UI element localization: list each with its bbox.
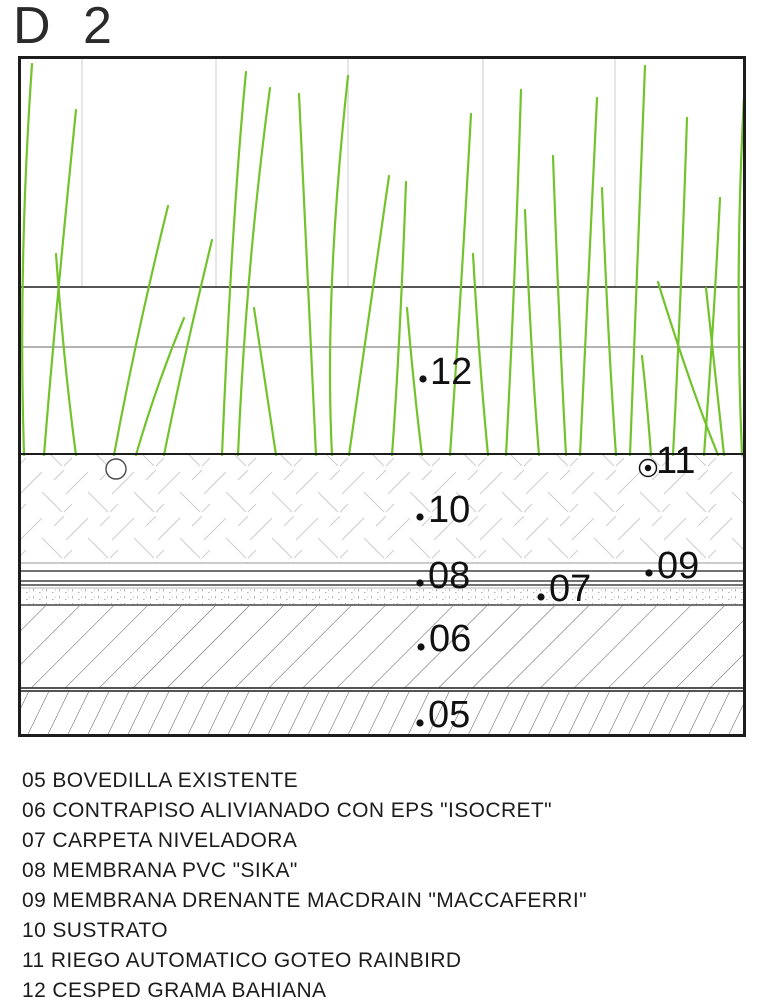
substrate-circle-detail	[105, 458, 127, 480]
grass-blade	[112, 204, 170, 457]
drawing-border	[18, 56, 746, 737]
marker-label: 06	[429, 618, 471, 660]
legend: 05 BOVEDILLA EXISTENTE 06 CONTRAPISO ALI…	[22, 766, 587, 1000]
slab-layer	[18, 692, 746, 737]
leader-dot	[417, 643, 425, 651]
grass-blade	[600, 186, 618, 457]
leader-dot	[419, 375, 427, 383]
grass-blade	[134, 316, 186, 457]
legend-item-08: 08 MEMBRANA PVC "SIKA"	[22, 859, 298, 882]
subfloor-layer	[18, 606, 746, 688]
marker-11: 11	[638, 440, 695, 482]
screed-layer	[18, 588, 746, 604]
vertical-joint-lines	[81, 58, 616, 287]
grass-blade	[628, 64, 647, 457]
marker-label: 07	[549, 568, 591, 610]
grass-blade	[297, 92, 318, 457]
grass-blade	[347, 174, 391, 457]
marker-label: 12	[430, 351, 472, 393]
leader-dot	[416, 719, 424, 727]
marker-label: 10	[428, 489, 470, 531]
grass-blade	[704, 286, 726, 457]
marker-09: 09	[645, 545, 699, 587]
marker-10: 10	[416, 489, 470, 531]
legend-item-09: 09 MEMBRANA DRENANTE MACDRAIN "MACCAFERR…	[22, 889, 587, 912]
marker-label: 11	[656, 440, 695, 482]
construction-detail-drawing: 12 11 10 09 08 07 06	[18, 56, 746, 737]
marker-label: 08	[428, 555, 470, 597]
marker-label: 05	[428, 694, 470, 736]
legend-item-06: 06 CONTRAPISO ALIVIANADO CON EPS "ISOCRE…	[22, 799, 552, 822]
detail-title: D 2	[13, 0, 121, 55]
grass-blade	[551, 154, 568, 457]
legend-item-10: 10 SUSTRATO	[22, 919, 168, 942]
grass-blade	[236, 86, 272, 457]
grass-blade	[471, 252, 490, 457]
leader-dot	[416, 513, 424, 521]
marker-08: 08	[416, 555, 470, 597]
grass-blade	[220, 70, 248, 457]
grass-blade	[252, 306, 278, 457]
grass-blades	[21, 62, 746, 457]
grass-blade	[21, 62, 34, 457]
grass-blade	[504, 88, 523, 457]
grass-blade	[448, 112, 473, 457]
grass-blade	[162, 238, 214, 457]
marker-06: 06	[417, 618, 471, 660]
grass-blade	[54, 252, 78, 457]
legend-item-07: 07 CARPETA NIVELADORA	[22, 829, 298, 852]
grass-blade	[578, 96, 599, 457]
grass-blade	[656, 280, 720, 457]
marker-05: 05	[416, 694, 470, 736]
grass-blade	[737, 78, 746, 457]
grass-blade	[405, 306, 424, 457]
legend-item-12: 12 CESPED GRAMA BAHIANA	[22, 979, 327, 1000]
legend-item-11: 11 RIEGO AUTOMATICO GOTEO RAINBIRD	[22, 949, 462, 972]
drip-emitter-icon	[638, 458, 658, 478]
leader-dot	[416, 579, 424, 587]
grass-blade	[328, 74, 350, 457]
grass-blade	[702, 196, 722, 457]
grass-blade	[671, 116, 689, 457]
marker-12: 12	[419, 351, 472, 393]
marker-label: 09	[657, 545, 699, 587]
grass-blade	[390, 180, 408, 457]
grass-blade	[523, 208, 541, 457]
leader-dot	[537, 593, 545, 601]
marker-07: 07	[537, 568, 591, 610]
substrate-layer	[18, 455, 746, 563]
grass-blade	[640, 354, 653, 457]
leader-dot	[645, 569, 653, 577]
legend-item-05: 05 BOVEDILLA EXISTENTE	[22, 769, 299, 792]
